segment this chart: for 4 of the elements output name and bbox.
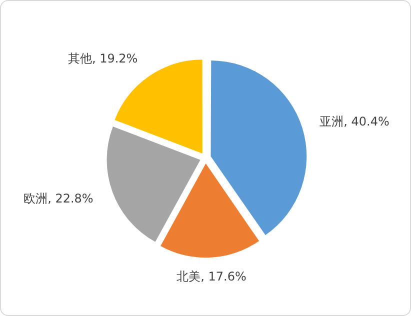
slice-label: 其他, 19.2% <box>68 52 138 66</box>
slice-label: 北美, 17.6% <box>176 269 246 284</box>
slice-label: 亚洲, 40.4% <box>320 114 390 129</box>
slice-label: 欧洲, 22.8% <box>24 191 94 206</box>
